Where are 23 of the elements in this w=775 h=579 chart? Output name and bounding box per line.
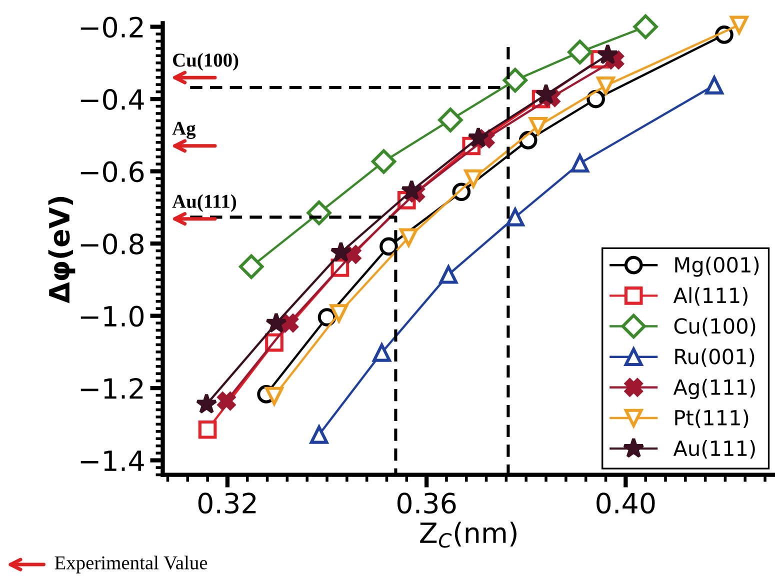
y-tick-label: −1.2 — [80, 378, 143, 399]
y-tick-label: −0.2 — [80, 16, 143, 38]
legend-label: Ag(111) — [673, 378, 755, 400]
annotation: Cu(100) — [173, 53, 238, 71]
legend-label: Ru(001) — [675, 348, 754, 367]
text: Experimental Value — [54, 556, 208, 574]
y-tick-label: −0.8 — [80, 233, 144, 254]
y-tick-label: −1.4 — [80, 450, 144, 471]
legend-label: Al(111) — [673, 287, 748, 306]
legend-label: Mg(001) — [675, 256, 759, 277]
legend-label: Pt(111) — [675, 409, 748, 428]
y-tick-label: −0.6 — [80, 161, 144, 182]
y-tick-label: −0.4 — [80, 88, 144, 110]
annotation: Au(111) — [172, 194, 236, 212]
x-tick-label: 0.40 — [596, 492, 655, 514]
legend-label: Cu(100) — [674, 318, 756, 336]
x-tick-label: 0.32 — [198, 492, 256, 514]
legend-label: Au(111) — [673, 440, 755, 459]
x-tick-label: 0.36 — [397, 492, 456, 514]
y-tick-label: −1.0 — [80, 306, 144, 327]
x-axis-title: Z$_{C}$(nm) — [420, 522, 516, 548]
annotation: Ag — [172, 122, 196, 139]
y-axis-title: Δφ(eV) — [48, 196, 76, 304]
